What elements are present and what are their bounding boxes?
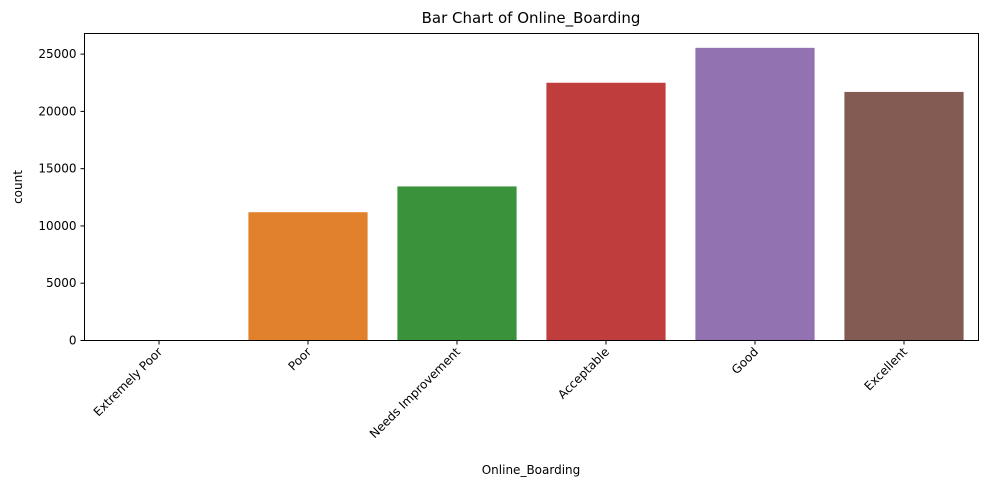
y-tick-label: 0 xyxy=(69,334,77,348)
x-tick-label: Good xyxy=(729,345,761,377)
y-tick-label: 5000 xyxy=(46,276,77,290)
bar-poor xyxy=(248,212,368,341)
bar-needs-improvement xyxy=(397,186,517,341)
y-tick-label: 10000 xyxy=(38,219,76,233)
chart-title: Bar Chart of Online_Boarding xyxy=(422,9,641,28)
plot-frame xyxy=(84,33,979,341)
x-tick-label: Extremely Poor xyxy=(91,345,165,419)
x-tick-label: Excellent xyxy=(861,345,910,394)
bars-group xyxy=(248,47,964,341)
y-tick-label: 25000 xyxy=(38,47,76,61)
bar-good xyxy=(695,47,815,341)
y-axis-label: count xyxy=(11,170,25,204)
y-tick-label: 20000 xyxy=(38,104,76,118)
x-axis: Extremely Poor Poor Needs Improvement Accep… xyxy=(91,340,910,441)
y-tick-label: 15000 xyxy=(38,162,76,176)
x-tick-label: Needs Improvement xyxy=(367,345,463,441)
y-axis: 0 5000 10000 15000 20000 25000 xyxy=(38,47,85,348)
bar-acceptable xyxy=(546,82,666,341)
x-axis-label: Online_Boarding xyxy=(482,463,581,477)
x-tick-label: Acceptable xyxy=(555,345,612,402)
bar-excellent xyxy=(844,91,964,341)
x-tick-label: Poor xyxy=(286,345,315,374)
